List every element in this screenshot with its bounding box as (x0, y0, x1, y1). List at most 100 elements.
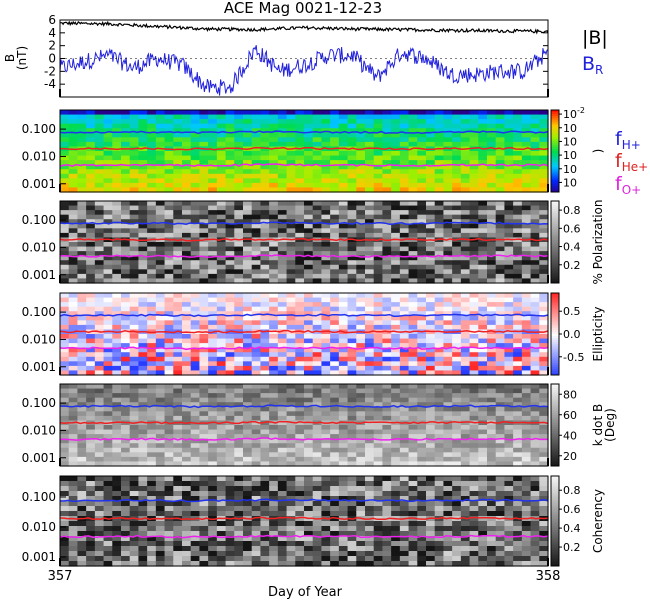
heatmap-cell (147, 324, 157, 331)
heatmap-cell (225, 438, 235, 444)
heatmap-cell (112, 556, 122, 562)
heatmap-cell (86, 155, 96, 161)
heatmap-cell (347, 438, 357, 444)
heatmap-cell (138, 293, 148, 299)
heatmap-cell (478, 356, 488, 362)
heatmap-cell (94, 137, 105, 143)
heatmap-cell (190, 531, 201, 537)
heatmap-cell (304, 352, 314, 358)
heatmap-cell (426, 302, 436, 308)
heatmap-cell (452, 334, 462, 340)
heatmap-cell (312, 278, 323, 284)
heatmap-cell (286, 361, 296, 367)
heatmap-cell (347, 110, 357, 116)
heatmap-cell (443, 110, 453, 116)
heatmap-cell (443, 273, 453, 280)
heatmap-cell (60, 173, 70, 179)
heatmap-cell (539, 370, 549, 376)
heatmap-cell (199, 456, 209, 463)
heatmap-cell (121, 551, 131, 557)
heatmap-cell (86, 551, 96, 557)
heatmap-cell (338, 506, 349, 512)
heatmap-cell (277, 447, 288, 453)
heatmap-cell (295, 155, 305, 161)
heatmap-cell (304, 521, 314, 527)
heatmap-cell (129, 501, 140, 507)
heatmap-cell (452, 160, 462, 166)
heatmap-cell (434, 311, 445, 317)
heatmap-cell (129, 370, 140, 376)
heatmap-cell (399, 536, 410, 542)
heatmap-cell (225, 347, 235, 353)
heatmap-cell (487, 521, 497, 527)
heatmap-cell (365, 201, 375, 207)
heatmap-cell (243, 506, 253, 512)
heatmap-cell (251, 343, 262, 349)
heatmap-cell (68, 242, 79, 248)
heatmap-cell (312, 546, 323, 552)
heatmap-cell (60, 114, 70, 120)
heatmap-cell (121, 501, 131, 507)
heatmap-cell (234, 370, 244, 376)
heatmap-cell (277, 110, 288, 116)
heatmap-cell (277, 496, 288, 502)
heatmap-cell (443, 425, 453, 431)
heatmap-cell (312, 434, 323, 440)
heatmap-cell (164, 242, 174, 248)
heatmap-cell (434, 501, 445, 507)
heatmap-cell (417, 343, 427, 349)
heatmap-cell (277, 516, 288, 522)
heatmap-cell (460, 151, 471, 157)
heatmap-cell (216, 164, 227, 170)
heatmap-cell (330, 447, 340, 453)
heatmap-cell (399, 324, 410, 331)
heatmap-cell (504, 434, 514, 440)
heatmap-cell (321, 302, 331, 308)
heatmap-cell (460, 388, 471, 394)
heatmap-cell (173, 491, 183, 497)
heatmap-cell (487, 551, 497, 557)
heatmap-cell (286, 452, 296, 458)
heatmap-cell (234, 119, 244, 125)
heatmap-cell (182, 182, 192, 189)
heatmap-cell (147, 132, 157, 138)
heatmap-cell (356, 393, 366, 399)
heatmap-cell (121, 132, 131, 138)
heatmap-cell (286, 201, 296, 207)
heatmap-cell (208, 228, 218, 234)
heatmap-cell (295, 293, 305, 299)
heatmap-cell (487, 264, 497, 270)
heatmap-cell (391, 393, 401, 399)
heatmap-cell (356, 356, 366, 362)
heatmap-cell (103, 406, 113, 412)
heatmap-cell (321, 315, 331, 321)
heatmap-cell (173, 164, 183, 170)
heatmap-cell (208, 365, 218, 372)
heatmap-cell (216, 201, 227, 207)
heatmap-cell (426, 561, 436, 567)
heatmap-cell (408, 481, 418, 487)
heatmap-cell (513, 343, 523, 349)
heatmap-cell (365, 365, 375, 372)
heatmap-cell (129, 251, 140, 257)
heatmap-cell (478, 251, 488, 257)
heatmap-cell (469, 278, 479, 284)
heatmap-cell (452, 461, 462, 467)
heatmap-cell (391, 338, 401, 344)
heatmap-cell (173, 210, 183, 216)
heatmap-cell (243, 443, 253, 449)
heatmap-cell (129, 182, 140, 189)
heatmap-cell (243, 370, 253, 376)
heatmap-cell (434, 219, 445, 225)
heatmap-cell (478, 491, 488, 497)
heatmap-cell (460, 141, 471, 148)
heatmap-cell (478, 155, 488, 161)
heatmap-cell (251, 526, 262, 532)
heatmap-cell (487, 164, 497, 170)
heatmap-cell (391, 531, 401, 537)
heatmap-cell (286, 491, 296, 497)
heatmap-cell (338, 486, 349, 492)
heatmap-cell (365, 173, 375, 179)
heatmap-cell (295, 242, 305, 248)
heatmap-cell (365, 334, 375, 340)
